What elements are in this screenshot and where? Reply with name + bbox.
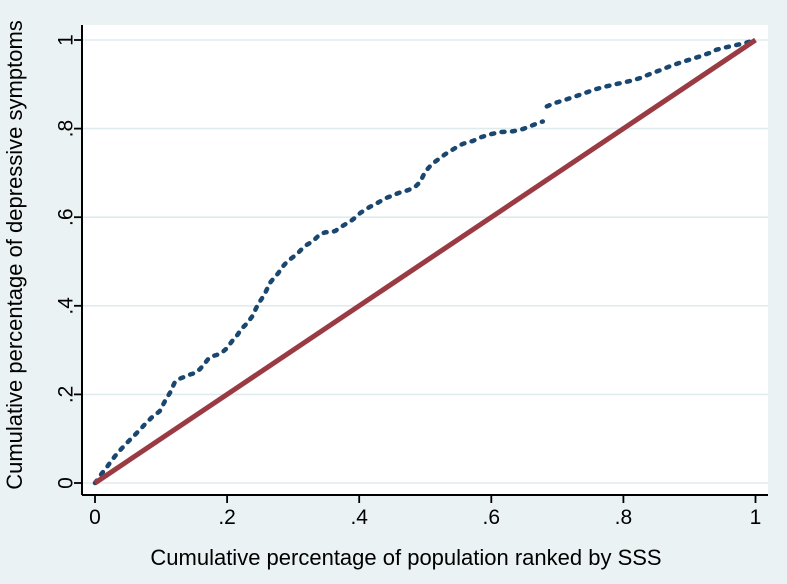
concentration-curve-depressive-symptoms <box>544 37 758 109</box>
x-axis-title: Cumulative percentage of population rank… <box>150 545 661 570</box>
x-tick-label: .6 <box>483 506 501 529</box>
gridlines <box>82 39 768 484</box>
y-tick-label: .2 <box>55 386 78 404</box>
x-axis-tick-labels: 0 .2 .4 .6 .8 1 <box>89 506 761 529</box>
y-axis-tick-labels: 0 .2 .4 .6 .8 1 <box>55 34 78 489</box>
y-tick-label: 0 <box>55 477 78 489</box>
concentration-curve-depressive-symptoms <box>92 119 546 486</box>
x-tick-label: .8 <box>615 506 633 529</box>
axes <box>74 25 768 503</box>
x-tick-label: .2 <box>218 506 236 529</box>
x-tick-label: 1 <box>750 506 762 529</box>
y-tick-label: 1 <box>55 34 78 46</box>
y-axis-title: Cumulative percentage of depressive symp… <box>2 20 27 490</box>
x-tick-label: .4 <box>350 506 368 529</box>
data-series <box>92 37 758 486</box>
y-tick-label: .4 <box>55 297 78 315</box>
x-tick-label: 0 <box>89 506 101 529</box>
line-of-equality <box>93 37 757 486</box>
y-tick-label: .8 <box>55 120 78 138</box>
y-tick-label: .6 <box>55 208 78 226</box>
